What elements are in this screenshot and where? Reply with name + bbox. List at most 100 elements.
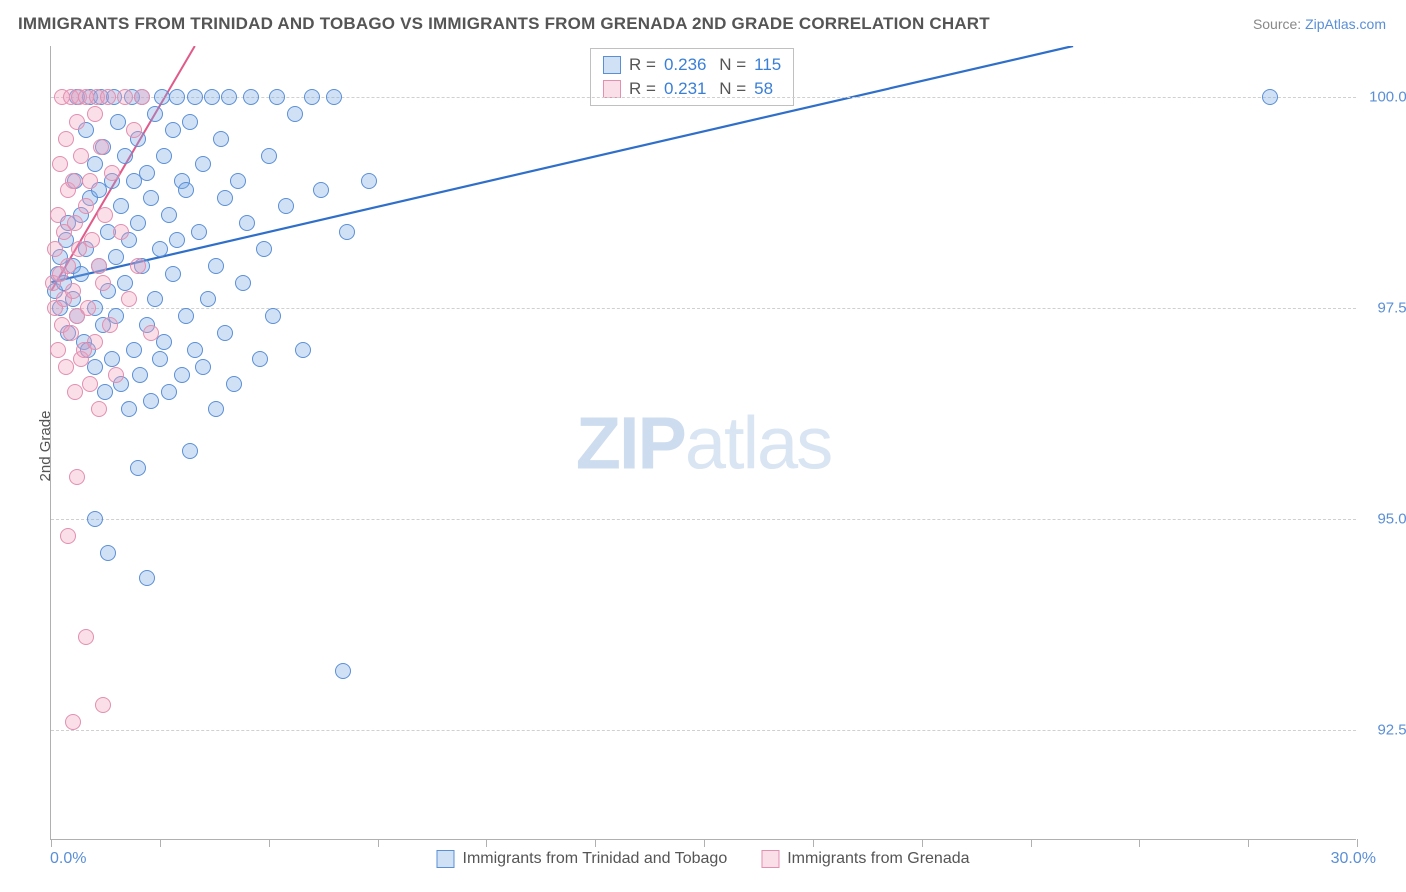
scatter-point [200,291,216,307]
scatter-point [58,131,74,147]
scatter-point [252,351,268,367]
scatter-point [102,317,118,333]
scatter-point [208,258,224,274]
scatter-point [165,122,181,138]
scatter-point [110,114,126,130]
y-tick-label: 92.5% [1360,722,1406,739]
scatter-point [213,131,229,147]
x-tick [704,839,705,847]
scatter-point [87,511,103,527]
plot-area: ZIPatlas R = 0.236 N = 115 R = 0.231 N =… [50,46,1356,840]
scatter-point [152,351,168,367]
scatter-point [65,173,81,189]
scatter-point [126,122,142,138]
scatter-point [117,148,133,164]
scatter-point [93,139,109,155]
scatter-point [278,198,294,214]
scatter-point [235,275,251,291]
scatter-point [121,401,137,417]
legend-swatch-a-bottom [436,850,454,868]
y-tick-label: 100.0% [1360,88,1406,105]
scatter-point [84,232,100,248]
scatter-point [108,367,124,383]
scatter-point [326,89,342,105]
scatter-point [191,224,207,240]
scatter-point [217,190,233,206]
scatter-point [1262,89,1278,105]
scatter-point [60,528,76,544]
watermark: ZIPatlas [576,400,831,485]
x-tick [269,839,270,847]
legend-swatch-a [603,56,621,74]
scatter-point [182,443,198,459]
x-tick [160,839,161,847]
scatter-point [139,165,155,181]
scatter-point [313,182,329,198]
scatter-point [243,89,259,105]
x-tick [1139,839,1140,847]
scatter-point [187,89,203,105]
scatter-point [58,359,74,375]
x-tick [51,839,52,847]
scatter-point [139,570,155,586]
source-label: Source: [1253,16,1305,32]
scatter-point [143,393,159,409]
scatter-point [335,663,351,679]
scatter-point [78,629,94,645]
scatter-point [50,207,66,223]
legend-swatch-b [603,80,621,98]
bottom-legend: Immigrants from Trinidad and Tobago Immi… [436,850,969,868]
scatter-point [130,215,146,231]
scatter-point [100,545,116,561]
scatter-point [50,342,66,358]
scatter-point [256,241,272,257]
scatter-point [113,224,129,240]
scatter-point [104,351,120,367]
scatter-point [221,89,237,105]
x-tick [486,839,487,847]
scatter-point [60,258,76,274]
scatter-point [132,367,148,383]
scatter-point [126,342,142,358]
gridline [51,519,1356,520]
x-tick [1357,839,1358,847]
scatter-point [143,190,159,206]
scatter-point [174,367,190,383]
scatter-point [117,275,133,291]
scatter-point [147,291,163,307]
chart-title: IMMIGRANTS FROM TRINIDAD AND TOBAGO VS I… [18,14,990,34]
legend-label-a: Immigrants from Trinidad and Tobago [462,850,727,868]
scatter-point [104,165,120,181]
scatter-point [304,89,320,105]
scatter-point [169,232,185,248]
scatter-point [265,308,281,324]
source-link[interactable]: ZipAtlas.com [1305,16,1386,32]
stats-row-series-a: R = 0.236 N = 115 [603,53,781,77]
scatter-point [65,283,81,299]
scatter-point [287,106,303,122]
scatter-point [47,241,63,257]
scatter-point [154,89,170,105]
scatter-point [143,325,159,341]
scatter-point [67,384,83,400]
scatter-point [97,384,113,400]
scatter-point [156,148,172,164]
scatter-point [208,401,224,417]
scatter-point [226,376,242,392]
scatter-point [169,89,185,105]
scatter-point [269,89,285,105]
regression-lines [51,46,1356,839]
scatter-point [69,469,85,485]
scatter-point [65,714,81,730]
source-attribution: Source: ZipAtlas.com [1253,16,1386,32]
scatter-point [95,275,111,291]
scatter-point [161,207,177,223]
scatter-point [63,325,79,341]
x-tick [922,839,923,847]
scatter-point [217,325,233,341]
scatter-point [73,148,89,164]
scatter-point [95,697,111,713]
x-tick [813,839,814,847]
legend-swatch-b-bottom [761,850,779,868]
x-tick [378,839,379,847]
